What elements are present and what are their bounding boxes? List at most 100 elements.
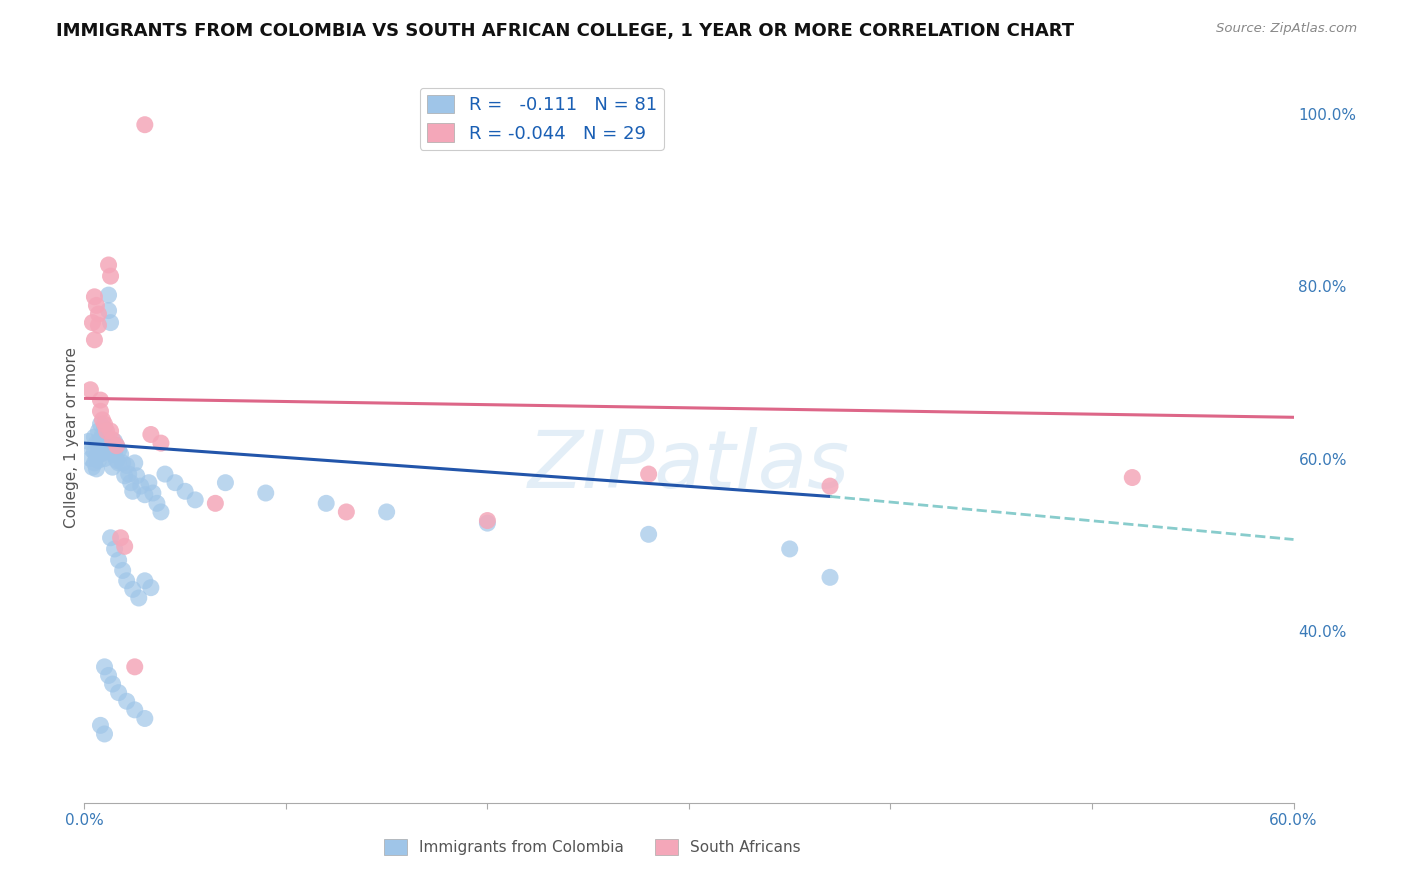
Point xyxy=(149,436,172,450)
Point xyxy=(101,433,124,447)
Point xyxy=(818,479,841,493)
Point xyxy=(89,404,111,418)
Point xyxy=(82,442,104,457)
Point xyxy=(110,531,132,545)
Point xyxy=(101,460,124,475)
Point xyxy=(124,703,146,717)
Point xyxy=(115,574,138,588)
Point xyxy=(110,447,132,461)
Point xyxy=(83,430,105,444)
Point xyxy=(105,453,128,467)
Point xyxy=(86,462,108,476)
Y-axis label: College, 1 year or more: College, 1 year or more xyxy=(63,347,79,527)
Point xyxy=(111,564,134,578)
Point xyxy=(101,677,124,691)
Point xyxy=(115,458,138,473)
Point xyxy=(87,453,110,467)
Point xyxy=(105,439,128,453)
Point xyxy=(637,467,659,481)
Point xyxy=(93,727,115,741)
Point xyxy=(86,450,108,464)
Point xyxy=(83,333,105,347)
Point xyxy=(114,468,136,483)
Point xyxy=(134,711,156,725)
Text: ZIPatlas: ZIPatlas xyxy=(527,427,851,506)
Point xyxy=(120,475,142,490)
Point xyxy=(86,298,108,312)
Point xyxy=(149,505,172,519)
Point xyxy=(104,434,127,449)
Point xyxy=(100,436,122,450)
Text: IMMIGRANTS FROM COLOMBIA VS SOUTH AFRICAN COLLEGE, 1 YEAR OR MORE CORRELATION CH: IMMIGRANTS FROM COLOMBIA VS SOUTH AFRICA… xyxy=(56,22,1074,40)
Point xyxy=(82,316,104,330)
Point xyxy=(93,417,115,432)
Point xyxy=(89,447,111,461)
Point xyxy=(107,553,129,567)
Point xyxy=(1121,470,1143,484)
Point xyxy=(96,430,118,444)
Point xyxy=(779,541,801,556)
Point xyxy=(97,258,120,272)
Point xyxy=(818,570,841,584)
Legend: Immigrants from Colombia, South Africans: Immigrants from Colombia, South Africans xyxy=(378,833,807,861)
Point xyxy=(93,421,115,435)
Point xyxy=(146,496,169,510)
Point xyxy=(124,660,146,674)
Point xyxy=(184,492,207,507)
Point xyxy=(254,486,277,500)
Point xyxy=(96,424,118,438)
Point xyxy=(87,307,110,321)
Point xyxy=(83,456,105,470)
Point xyxy=(100,531,122,545)
Point xyxy=(104,447,127,461)
Point xyxy=(204,496,226,510)
Point xyxy=(375,505,398,519)
Point xyxy=(87,424,110,438)
Point xyxy=(115,694,138,708)
Point xyxy=(89,393,111,408)
Point xyxy=(121,484,143,499)
Point xyxy=(89,718,111,732)
Point xyxy=(82,460,104,475)
Point xyxy=(83,444,105,458)
Point xyxy=(77,434,100,449)
Point xyxy=(121,582,143,597)
Point xyxy=(93,660,115,674)
Point xyxy=(105,439,128,453)
Point xyxy=(165,475,187,490)
Point xyxy=(93,451,115,466)
Point xyxy=(174,484,197,499)
Point xyxy=(100,424,122,438)
Point xyxy=(124,456,146,470)
Point xyxy=(129,479,152,493)
Point xyxy=(139,427,162,442)
Point xyxy=(138,475,160,490)
Point xyxy=(114,540,136,554)
Point xyxy=(214,475,236,490)
Point xyxy=(637,527,659,541)
Point xyxy=(111,456,134,470)
Point xyxy=(128,591,150,605)
Point xyxy=(97,303,120,318)
Point xyxy=(97,668,120,682)
Point xyxy=(134,118,156,132)
Point xyxy=(142,486,165,500)
Point xyxy=(477,516,499,530)
Point xyxy=(104,541,127,556)
Point xyxy=(89,417,111,432)
Point xyxy=(107,456,129,470)
Point xyxy=(87,439,110,453)
Point xyxy=(86,436,108,450)
Point xyxy=(125,468,148,483)
Point xyxy=(118,467,141,481)
Point xyxy=(101,447,124,461)
Point xyxy=(97,288,120,302)
Point xyxy=(96,444,118,458)
Point xyxy=(477,514,499,528)
Point xyxy=(87,318,110,333)
Point xyxy=(107,686,129,700)
Point xyxy=(100,316,122,330)
Point xyxy=(91,442,114,456)
Point xyxy=(100,269,122,284)
Text: Source: ZipAtlas.com: Source: ZipAtlas.com xyxy=(1216,22,1357,36)
